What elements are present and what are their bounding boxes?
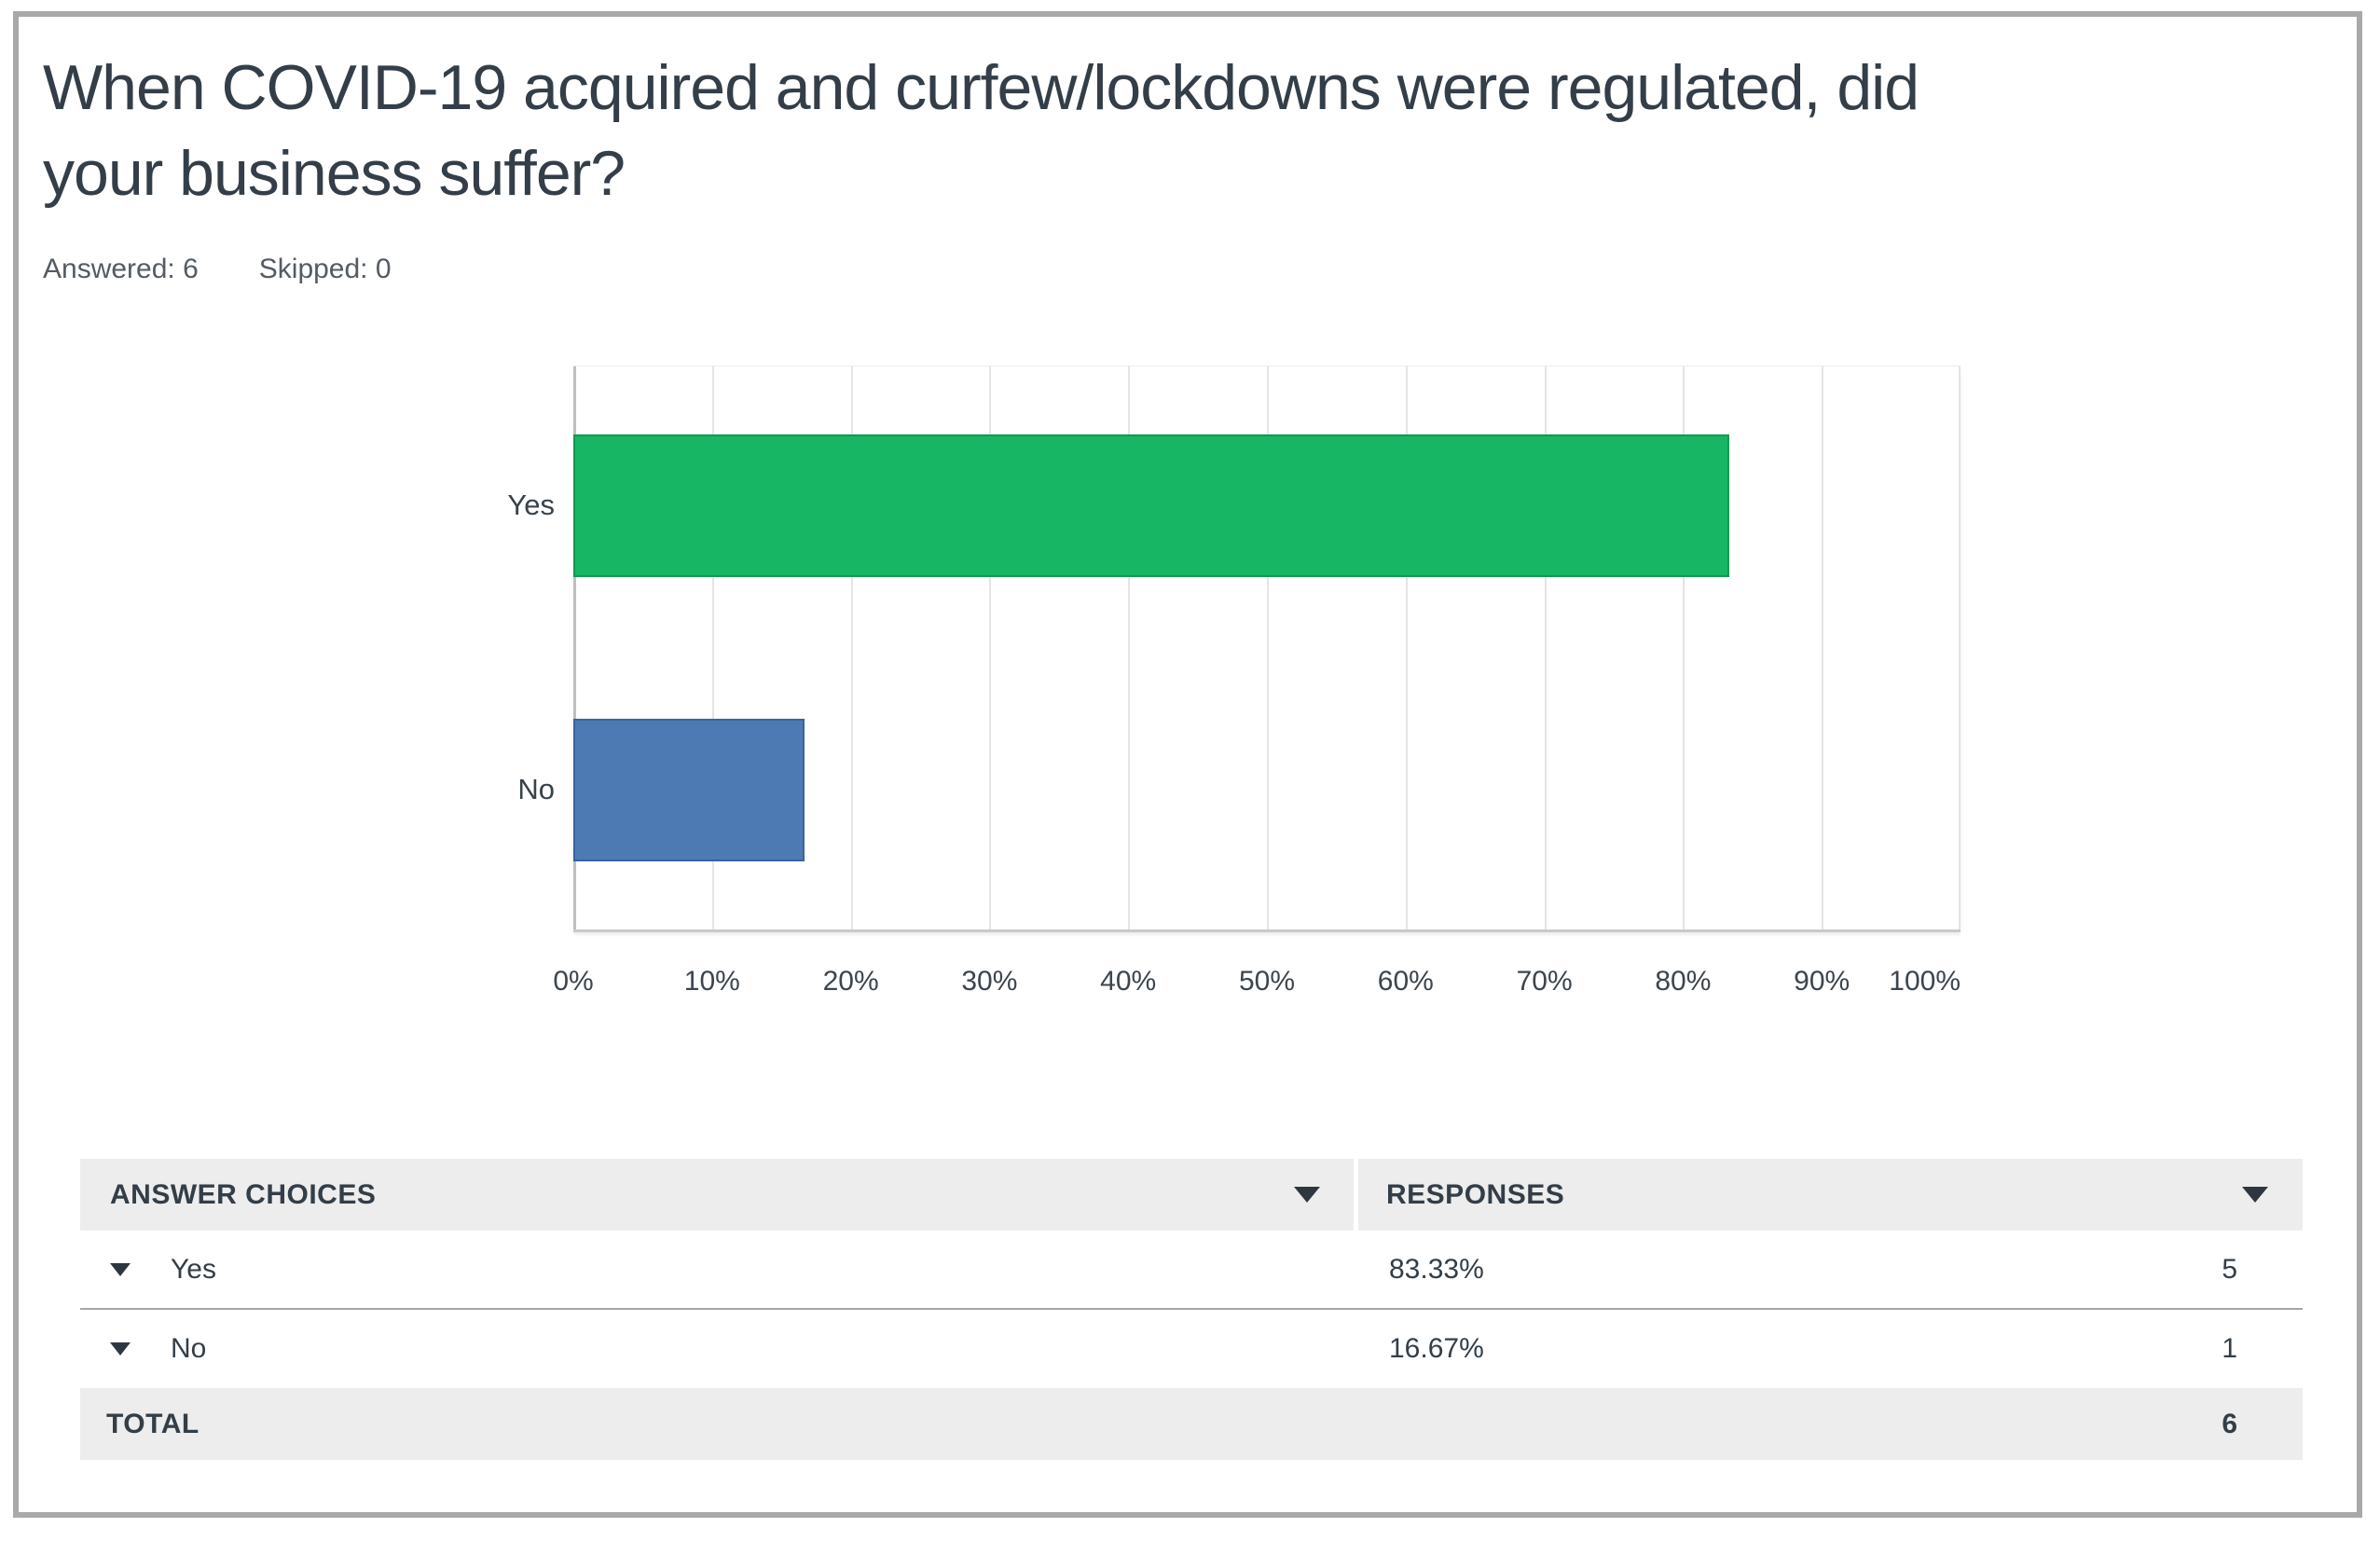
results-table: ANSWER CHOICES RESPONSES Yes 83.33% 5 No… xyxy=(80,1159,2303,1460)
row-choice-label: No xyxy=(171,1333,207,1364)
table-total-row: TOTAL 6 xyxy=(80,1388,2303,1460)
responses-header-label: RESPONSES xyxy=(1386,1178,1565,1210)
question-title: When COVID-19 acquired and curfew/lockdo… xyxy=(43,45,2299,216)
gridline-80 xyxy=(1683,366,1685,929)
gridline-60 xyxy=(1405,366,1408,929)
x-tick-30: 30% xyxy=(961,966,1018,997)
answer-choices-header[interactable]: ANSWER CHOICES xyxy=(80,1159,1354,1231)
x-tick-10: 10% xyxy=(683,966,740,997)
x-tick-100: 100% xyxy=(1889,966,1960,997)
category-label-yes: Yes xyxy=(507,488,555,521)
response-meta: Answered: 6 Skipped: 0 xyxy=(43,254,392,285)
gridline-30 xyxy=(989,366,992,929)
row-choice-label: Yes xyxy=(171,1253,216,1285)
answer-choices-header-label: ANSWER CHOICES xyxy=(110,1178,377,1210)
skipped-count: Skipped: 0 xyxy=(258,254,392,284)
row-percent: 83.33% xyxy=(1389,1253,1484,1285)
answered-count: Answered: 6 xyxy=(43,254,199,284)
gridline-10 xyxy=(711,366,714,929)
gridline-70 xyxy=(1544,366,1547,929)
sort-caret-icon[interactable] xyxy=(2242,1187,2268,1203)
bar-chart-plot-area xyxy=(573,365,1960,932)
row-count: 5 xyxy=(2222,1253,2237,1285)
x-tick-50: 50% xyxy=(1238,966,1296,997)
gridline-90 xyxy=(1822,366,1824,929)
x-tick-70: 70% xyxy=(1516,966,1573,997)
gridline-40 xyxy=(1128,366,1131,929)
bar-yes[interactable] xyxy=(573,434,1729,577)
row-percent: 16.67% xyxy=(1389,1333,1484,1364)
table-row-yes: Yes 83.33% 5 xyxy=(80,1231,2303,1310)
x-axis: 0% 10% 20% 30% 40% 50% 60% 70% 80% 90% 1… xyxy=(553,966,1960,1003)
question-title-line1: When COVID-19 acquired and curfew/lockdo… xyxy=(43,52,1919,123)
table-header-row: ANSWER CHOICES RESPONSES xyxy=(80,1159,2303,1231)
responses-header[interactable]: RESPONSES xyxy=(1358,1159,2303,1231)
x-tick-20: 20% xyxy=(822,966,879,997)
total-label: TOTAL xyxy=(106,1408,199,1439)
gridline-20 xyxy=(850,366,853,929)
x-tick-90: 90% xyxy=(1794,966,1850,997)
total-count: 6 xyxy=(2222,1408,2237,1439)
row-count: 1 xyxy=(2222,1333,2237,1364)
gridline-100 xyxy=(1959,366,1960,929)
x-tick-80: 80% xyxy=(1655,966,1712,997)
x-tick-60: 60% xyxy=(1377,966,1434,997)
x-tick-40: 40% xyxy=(1100,966,1157,997)
gridline-50 xyxy=(1267,366,1269,929)
expand-caret-icon[interactable] xyxy=(110,1342,131,1355)
table-row-no: No 16.67% 1 xyxy=(80,1310,2303,1388)
sort-caret-icon[interactable] xyxy=(1294,1187,1320,1203)
question-title-line2: your business suffer? xyxy=(43,138,626,209)
expand-caret-icon[interactable] xyxy=(110,1262,131,1276)
x-tick-0: 0% xyxy=(553,966,594,997)
bar-no[interactable] xyxy=(573,719,805,861)
category-label-no: No xyxy=(517,773,555,805)
y-axis-line xyxy=(573,366,576,929)
